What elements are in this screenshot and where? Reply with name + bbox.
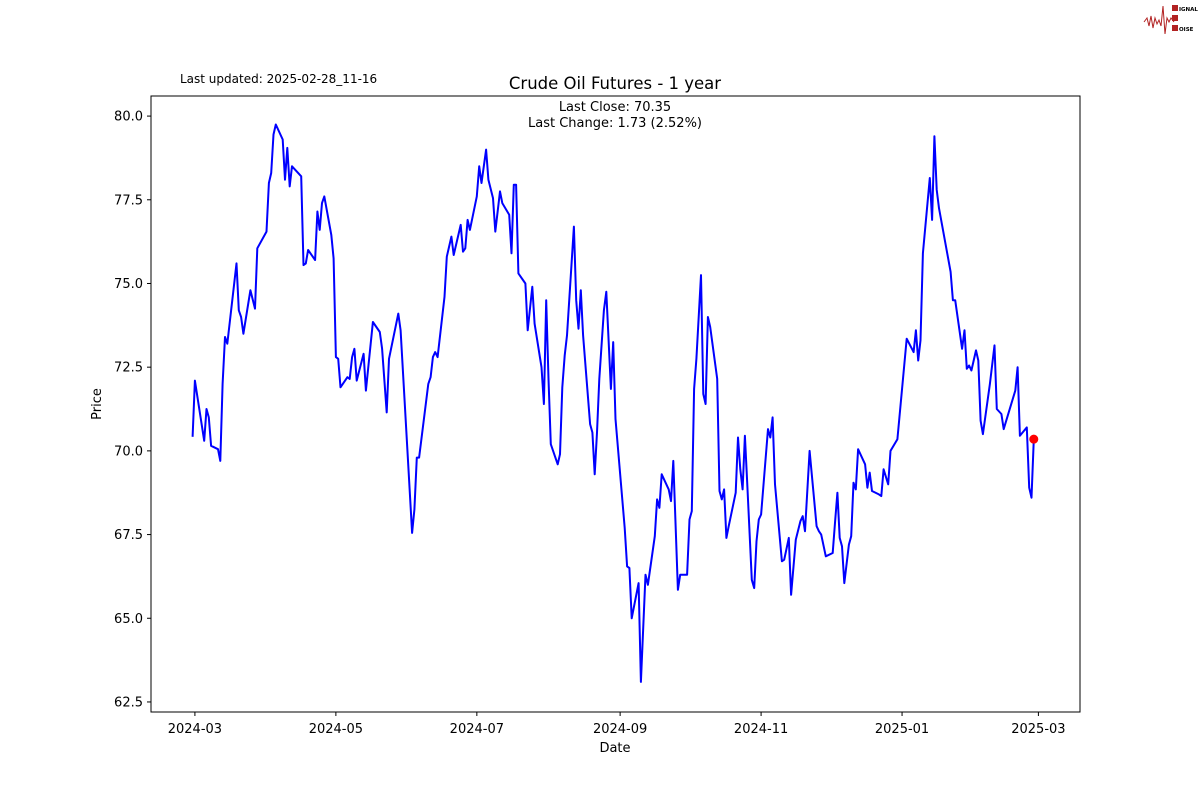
x-tick-label: 2025-03: [1011, 722, 1065, 737]
signal-2-noise-logo: IGNAL OISE: [1143, 5, 1198, 35]
y-tick-label: 65.0: [114, 612, 143, 627]
x-tick-label: 2024-05: [309, 722, 363, 737]
x-tick-label: 2024-09: [593, 722, 647, 737]
x-axis-ticks: 2024-03 2024-05 2024-07 2024-09 2024-11 2025-…: [168, 712, 1066, 737]
price-series-line: [191, 123, 1035, 683]
y-axis-ticks: 62.5 65.0 67.5 70.0 72.5 75.0 77.5 80.0: [114, 110, 151, 710]
logo-waveform-icon: [1143, 5, 1175, 35]
y-tick-label: 72.5: [114, 361, 143, 376]
chart-title: Crude Oil Futures - 1 year: [509, 74, 721, 93]
x-tick-label: 2024-03: [168, 722, 222, 737]
y-axis-label: Price: [90, 388, 105, 420]
y-tick-label: 77.5: [114, 193, 143, 208]
svg-text:IGNAL: IGNAL: [1179, 7, 1198, 13]
x-tick-label: 2024-07: [450, 722, 504, 737]
last-close-annotation: Last Close: 70.35: [559, 100, 671, 115]
y-tick-label: 70.0: [114, 444, 143, 459]
svg-text:OISE: OISE: [1179, 27, 1194, 33]
plot-area: [150, 95, 1081, 713]
last-change-annotation: Last Change: 1.73 (2.52%): [528, 116, 702, 131]
last-updated-label: Last updated: 2025-02-28_11-16: [180, 72, 377, 86]
x-tick-label: 2025-01: [875, 722, 929, 737]
y-tick-label: 75.0: [114, 277, 143, 292]
y-tick-label: 67.5: [114, 528, 143, 543]
last-close-marker: [1029, 434, 1039, 444]
x-axis-label: Date: [599, 741, 630, 756]
y-tick-label: 62.5: [114, 695, 143, 710]
x-tick-label: 2024-11: [734, 722, 788, 737]
y-tick-label: 80.0: [114, 110, 143, 125]
